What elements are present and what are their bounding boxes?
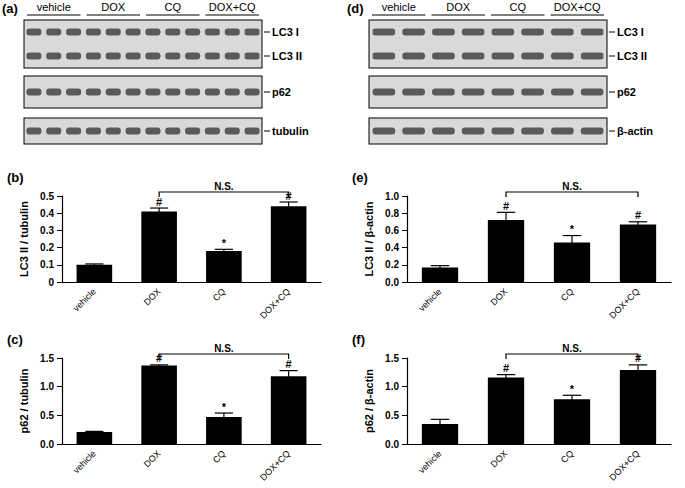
svg-text:CQ: CQ	[510, 1, 527, 13]
svg-text:N.S.: N.S.	[214, 181, 234, 192]
svg-text:1.0: 1.0	[40, 381, 54, 392]
svg-text:0.0: 0.0	[385, 439, 399, 450]
svg-text:DOX: DOX	[142, 448, 163, 469]
svg-text:vehicle: vehicle	[71, 448, 98, 475]
svg-text:1.5: 1.5	[385, 353, 399, 364]
svg-text:DOX+CQ: DOX+CQ	[258, 286, 292, 320]
svg-text:0.5: 0.5	[385, 410, 399, 421]
svg-text:*: *	[222, 237, 227, 249]
svg-text:CQ: CQ	[211, 448, 228, 465]
svg-text:CQ: CQ	[559, 448, 576, 465]
svg-text:DOX+CQ: DOX+CQ	[554, 1, 601, 13]
svg-text:0.5: 0.5	[40, 410, 54, 421]
svg-text:0.0: 0.0	[385, 277, 399, 288]
svg-text:1.0: 1.0	[385, 381, 399, 392]
svg-text:CQ: CQ	[211, 286, 228, 303]
svg-text:vehicle: vehicle	[382, 1, 416, 13]
svg-text:LC3 II / β-actin: LC3 II / β-actin	[363, 201, 375, 276]
svg-text:LC3 I: LC3 I	[272, 26, 299, 38]
svg-text:DOX+CQ: DOX+CQ	[209, 1, 256, 13]
svg-text:(e): (e)	[352, 170, 368, 185]
svg-text:DOX+CQ: DOX+CQ	[607, 448, 641, 482]
svg-text:#: #	[286, 358, 292, 370]
svg-text:LC3 I: LC3 I	[617, 26, 644, 38]
svg-text:0.6: 0.6	[385, 225, 399, 236]
svg-text:DOX: DOX	[489, 448, 510, 469]
svg-text:0.1: 0.1	[40, 259, 54, 270]
svg-text:LC3 II: LC3 II	[617, 50, 647, 62]
svg-text:0.8: 0.8	[385, 208, 399, 219]
svg-text:CQ: CQ	[559, 286, 576, 303]
svg-text:vehicle: vehicle	[417, 286, 444, 313]
svg-text:vehicle: vehicle	[71, 286, 98, 313]
svg-text:*: *	[570, 383, 575, 395]
svg-text:#: #	[503, 362, 509, 374]
svg-text:#: #	[635, 209, 641, 221]
svg-text:N.S.: N.S.	[214, 343, 234, 354]
svg-text:N.S.: N.S.	[562, 181, 582, 192]
svg-text:1.0: 1.0	[385, 191, 399, 202]
svg-text:vehicle: vehicle	[37, 1, 71, 13]
svg-text:*: *	[222, 401, 227, 413]
svg-text:p62 / tubulin: p62 / tubulin	[18, 368, 30, 433]
svg-text:0: 0	[48, 277, 54, 288]
svg-text:(a): (a)	[2, 1, 18, 16]
svg-text:#: #	[503, 200, 509, 212]
svg-text:CQ: CQ	[165, 1, 182, 13]
svg-text:0.2: 0.2	[40, 242, 54, 253]
svg-text:#: #	[156, 196, 162, 208]
svg-text:*: *	[570, 223, 575, 235]
svg-text:p62 / β-actin: p62 / β-actin	[363, 369, 375, 433]
svg-text:DOX: DOX	[489, 286, 510, 307]
svg-text:(c): (c)	[7, 332, 23, 347]
svg-text:0.3: 0.3	[40, 225, 54, 236]
svg-text:DOX: DOX	[446, 1, 471, 13]
svg-text:vehicle: vehicle	[417, 448, 444, 475]
svg-text:LC3 II: LC3 II	[272, 50, 302, 62]
svg-text:tubulin: tubulin	[272, 125, 309, 137]
svg-text:0.2: 0.2	[385, 259, 399, 270]
svg-text:β-actin: β-actin	[617, 125, 653, 137]
svg-text:p62: p62	[272, 86, 291, 98]
svg-text:0.0: 0.0	[40, 439, 54, 450]
svg-text:0.5: 0.5	[40, 191, 54, 202]
svg-text:DOX: DOX	[142, 286, 163, 307]
svg-text:(d): (d)	[347, 1, 364, 16]
svg-text:0.4: 0.4	[385, 242, 399, 253]
svg-text:DOX: DOX	[101, 1, 126, 13]
svg-text:N.S.: N.S.	[562, 343, 582, 354]
svg-text:(b): (b)	[7, 170, 24, 185]
svg-text:DOX+CQ: DOX+CQ	[607, 286, 641, 320]
svg-text:DOX+CQ: DOX+CQ	[258, 448, 292, 482]
svg-text:0.4: 0.4	[40, 208, 54, 219]
svg-text:LC3 II / tubulin: LC3 II / tubulin	[18, 201, 30, 277]
svg-text:(f): (f)	[352, 332, 365, 347]
svg-text:p62: p62	[617, 86, 636, 98]
svg-text:1.5: 1.5	[40, 353, 54, 364]
